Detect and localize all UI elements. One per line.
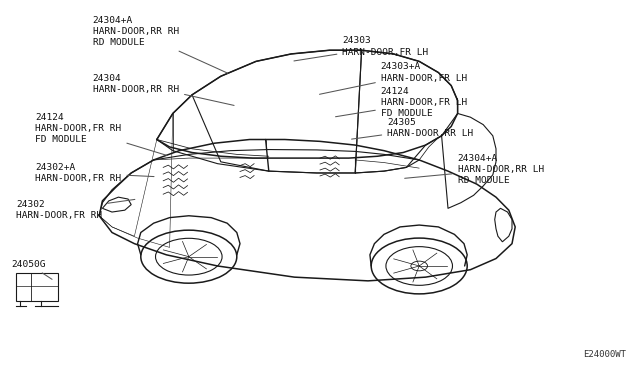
Text: 24124
HARN-DOOR,FR RH
FD MODULE: 24124 HARN-DOOR,FR RH FD MODULE — [35, 113, 167, 155]
Text: 24124
HARN-DOOR,FR LH
FD MODULE: 24124 HARN-DOOR,FR LH FD MODULE — [335, 87, 467, 118]
Text: 24050G: 24050G — [12, 260, 52, 279]
Text: 24302+A
HARN-DOOR,FR RH: 24302+A HARN-DOOR,FR RH — [35, 163, 154, 183]
Text: E24000WT: E24000WT — [583, 350, 626, 359]
Text: 24303
HARN-DOOR,FR LH: 24303 HARN-DOOR,FR LH — [294, 36, 429, 61]
Text: 24305
HARN-DOOR,RR LH: 24305 HARN-DOOR,RR LH — [351, 118, 474, 139]
Text: 24303+A
HARN-DOOR,FR LH: 24303+A HARN-DOOR,FR LH — [319, 62, 467, 94]
Text: 24302
HARN-DOOR,FR RH: 24302 HARN-DOOR,FR RH — [16, 199, 135, 220]
Text: 24304+A
HARN-DOOR,RR RH
RD MODULE: 24304+A HARN-DOOR,RR RH RD MODULE — [93, 16, 228, 73]
Text: 24304+A
HARN-DOOR,RR LH
RD MODULE: 24304+A HARN-DOOR,RR LH RD MODULE — [404, 154, 544, 185]
Text: 24304
HARN-DOOR,RR RH: 24304 HARN-DOOR,RR RH — [93, 74, 234, 105]
